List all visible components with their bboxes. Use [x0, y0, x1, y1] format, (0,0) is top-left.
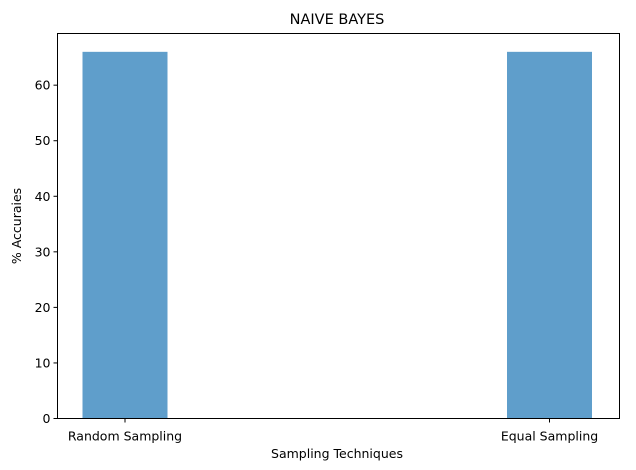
- y-tick-label: 40: [35, 189, 51, 204]
- y-tick-label: 50: [35, 133, 51, 148]
- y-tick-label: 0: [43, 411, 51, 426]
- x-axis: Random Sampling Equal Sampling: [68, 418, 598, 444]
- plot-frame: [57, 33, 620, 419]
- bars-layer: [82, 51, 592, 419]
- x-tick-label: Equal Sampling: [501, 429, 598, 444]
- y-axis: 0 10 20 30 40 50 60: [35, 78, 58, 426]
- bar-equal-sampling: [507, 51, 592, 419]
- y-tick-label: 20: [35, 300, 51, 315]
- chart-title: NAIVE BAYES: [290, 12, 385, 28]
- x-tick-label: Random Sampling: [68, 429, 182, 444]
- y-tick-label: 60: [35, 78, 51, 93]
- x-axis-label: Sampling Techniques: [271, 446, 403, 461]
- y-tick-label: 30: [35, 244, 51, 259]
- y-axis-label: % Accuraies: [9, 188, 24, 264]
- bar-random-sampling: [82, 51, 168, 419]
- y-tick-label: 10: [35, 355, 51, 370]
